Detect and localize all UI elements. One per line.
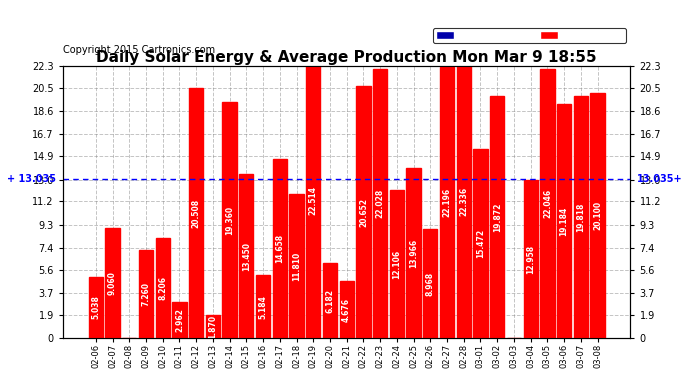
Bar [390, 190, 404, 338]
Text: 19.872: 19.872 [493, 202, 502, 232]
Bar [306, 63, 320, 338]
Text: 20.508: 20.508 [192, 198, 201, 228]
Text: 20.100: 20.100 [593, 201, 602, 230]
Bar [139, 250, 153, 338]
Text: 22.336: 22.336 [460, 187, 469, 216]
Bar [591, 93, 604, 338]
Bar [89, 277, 103, 338]
Text: 2.962: 2.962 [175, 308, 184, 332]
Text: 11.810: 11.810 [292, 252, 301, 281]
Text: Copyright 2015 Cartronics.com: Copyright 2015 Cartronics.com [63, 45, 215, 55]
Text: 14.658: 14.658 [275, 234, 284, 263]
Bar [423, 229, 437, 338]
Text: 6.182: 6.182 [326, 288, 335, 312]
Text: 12.106: 12.106 [393, 250, 402, 279]
Bar [557, 104, 571, 338]
Bar [256, 275, 270, 338]
Text: 22.028: 22.028 [375, 189, 384, 218]
Bar [189, 88, 204, 338]
Text: 15.472: 15.472 [476, 229, 485, 258]
Bar [289, 194, 304, 338]
Bar [406, 168, 421, 338]
Text: 13.450: 13.450 [241, 242, 251, 271]
Bar [239, 174, 253, 338]
Text: 4.676: 4.676 [342, 298, 351, 322]
Text: 19.360: 19.360 [225, 206, 234, 235]
Text: 9.060: 9.060 [108, 271, 117, 295]
Text: 19.818: 19.818 [576, 202, 585, 232]
Bar [172, 302, 186, 338]
Text: 22.514: 22.514 [308, 186, 317, 215]
Bar [490, 96, 504, 338]
Bar [339, 281, 354, 338]
Text: 19.184: 19.184 [560, 207, 569, 236]
Text: 20.652: 20.652 [359, 198, 368, 226]
Text: 13.966: 13.966 [409, 238, 418, 267]
Bar [440, 67, 454, 338]
Bar [206, 315, 220, 338]
Text: 7.260: 7.260 [141, 282, 150, 306]
Bar [155, 238, 170, 338]
Text: 5.184: 5.184 [259, 295, 268, 318]
Text: 8.206: 8.206 [158, 276, 167, 300]
Legend: Average  (kWh), Daily  (kWh): Average (kWh), Daily (kWh) [433, 28, 626, 43]
Bar [323, 263, 337, 338]
Text: 22.196: 22.196 [442, 188, 451, 217]
Bar [540, 69, 555, 338]
Text: 12.958: 12.958 [526, 244, 535, 274]
Bar [106, 228, 119, 338]
Title: Daily Solar Energy & Average Production Mon Mar 9 18:55: Daily Solar Energy & Average Production … [97, 50, 597, 65]
Text: 8.968: 8.968 [426, 272, 435, 296]
Text: 1.870: 1.870 [208, 315, 217, 339]
Text: 5.038: 5.038 [91, 296, 100, 320]
Text: 13.035+: 13.035+ [638, 174, 683, 184]
Text: + 13.035: + 13.035 [7, 174, 56, 184]
Bar [473, 149, 488, 338]
Bar [457, 66, 471, 338]
Bar [273, 159, 287, 338]
Bar [222, 102, 237, 338]
Bar [574, 96, 588, 338]
Bar [356, 86, 371, 338]
Bar [373, 69, 387, 338]
Bar [524, 180, 538, 338]
Text: 22.046: 22.046 [543, 189, 552, 218]
